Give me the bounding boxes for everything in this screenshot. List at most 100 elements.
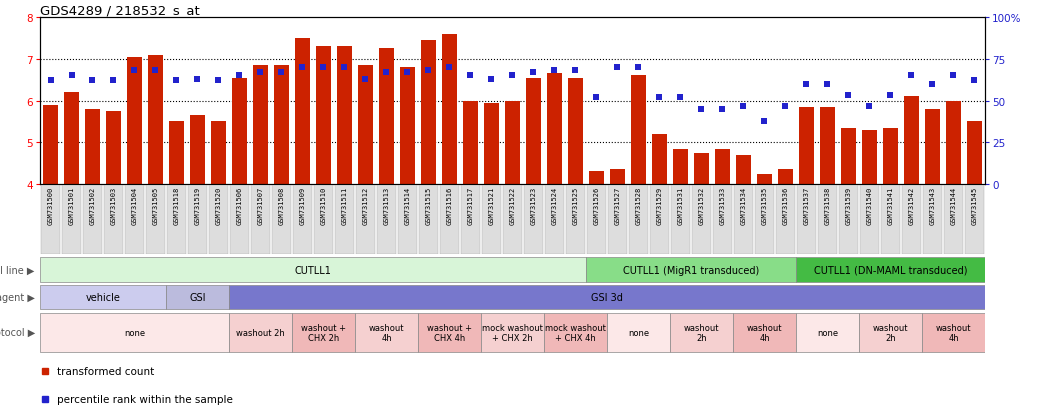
FancyBboxPatch shape: [566, 185, 585, 254]
Text: GSM731541: GSM731541: [888, 187, 893, 225]
Text: mock washout
+ CHX 2h: mock washout + CHX 2h: [482, 323, 543, 342]
Bar: [85, 109, 99, 185]
Bar: [379, 49, 394, 185]
FancyBboxPatch shape: [965, 185, 984, 254]
Text: none: none: [124, 328, 146, 337]
Text: GSM731515: GSM731515: [425, 187, 431, 225]
Point: [315, 64, 332, 71]
Point: [63, 73, 80, 80]
FancyBboxPatch shape: [335, 185, 354, 254]
FancyBboxPatch shape: [229, 313, 292, 352]
FancyBboxPatch shape: [860, 185, 878, 254]
Bar: [652, 135, 667, 185]
FancyBboxPatch shape: [209, 185, 228, 254]
Point: [883, 93, 899, 100]
FancyBboxPatch shape: [41, 185, 60, 254]
Text: CUTLL1: CUTLL1: [294, 265, 332, 275]
Text: GSM731517: GSM731517: [468, 187, 473, 225]
FancyBboxPatch shape: [356, 185, 375, 254]
FancyBboxPatch shape: [461, 185, 480, 254]
Bar: [736, 155, 751, 185]
Bar: [191, 116, 205, 185]
Point: [42, 78, 59, 85]
Bar: [295, 39, 310, 185]
Point: [840, 93, 856, 100]
FancyBboxPatch shape: [734, 185, 753, 254]
Bar: [673, 149, 688, 185]
Text: GSM731543: GSM731543: [930, 187, 936, 225]
Text: none: none: [817, 328, 838, 337]
FancyBboxPatch shape: [482, 185, 500, 254]
FancyBboxPatch shape: [125, 185, 143, 254]
FancyBboxPatch shape: [650, 185, 669, 254]
Text: GSM731506: GSM731506: [237, 187, 243, 225]
FancyBboxPatch shape: [607, 313, 670, 352]
Point: [190, 76, 206, 83]
Text: GSM731528: GSM731528: [636, 187, 642, 225]
FancyBboxPatch shape: [587, 185, 606, 254]
Text: transformed count: transformed count: [57, 366, 154, 376]
Text: GSM731521: GSM731521: [489, 187, 494, 225]
Point: [693, 106, 710, 113]
Bar: [211, 122, 226, 185]
Text: GSM731544: GSM731544: [951, 187, 957, 225]
Bar: [715, 149, 730, 185]
FancyBboxPatch shape: [166, 285, 229, 309]
FancyBboxPatch shape: [923, 185, 942, 254]
Text: GSM731527: GSM731527: [615, 187, 621, 225]
Text: washout
4h: washout 4h: [936, 323, 972, 342]
FancyBboxPatch shape: [545, 185, 564, 254]
Text: GSM731536: GSM731536: [782, 187, 788, 225]
FancyBboxPatch shape: [796, 313, 859, 352]
Bar: [967, 122, 982, 185]
FancyBboxPatch shape: [377, 185, 396, 254]
Point: [294, 64, 311, 71]
Point: [84, 78, 101, 85]
Text: GSI: GSI: [190, 292, 206, 302]
Point: [966, 78, 983, 85]
Text: GSM731513: GSM731513: [383, 187, 389, 225]
FancyBboxPatch shape: [692, 185, 711, 254]
Point: [777, 103, 794, 109]
Bar: [64, 93, 79, 185]
Text: GSM731516: GSM731516: [446, 187, 452, 225]
FancyBboxPatch shape: [440, 185, 459, 254]
Point: [904, 73, 920, 80]
Bar: [358, 66, 373, 185]
Text: GSM731533: GSM731533: [719, 187, 726, 225]
Text: GSM731503: GSM731503: [111, 187, 116, 225]
FancyBboxPatch shape: [818, 185, 837, 254]
Text: GSM731500: GSM731500: [47, 187, 53, 225]
Point: [567, 68, 584, 75]
Bar: [43, 105, 58, 185]
FancyBboxPatch shape: [104, 185, 122, 254]
Bar: [799, 107, 814, 185]
Point: [756, 118, 773, 125]
Bar: [905, 97, 919, 185]
Text: GSM731510: GSM731510: [320, 187, 327, 225]
Point: [252, 70, 269, 76]
Point: [273, 70, 290, 76]
FancyBboxPatch shape: [314, 185, 333, 254]
FancyBboxPatch shape: [230, 185, 249, 254]
Bar: [631, 76, 646, 185]
FancyBboxPatch shape: [229, 285, 985, 309]
Text: mock washout
+ CHX 4h: mock washout + CHX 4h: [545, 323, 606, 342]
Text: GSM731526: GSM731526: [594, 187, 600, 225]
Text: GSM731538: GSM731538: [824, 187, 830, 225]
Bar: [694, 153, 709, 185]
FancyBboxPatch shape: [419, 185, 438, 254]
Bar: [148, 55, 163, 185]
FancyBboxPatch shape: [608, 185, 627, 254]
Point: [357, 76, 374, 83]
Text: GSM731529: GSM731529: [656, 187, 663, 225]
Text: GSM731502: GSM731502: [89, 187, 95, 225]
Text: CUTLL1 (DN-MAML transduced): CUTLL1 (DN-MAML transduced): [814, 265, 967, 275]
Text: protocol ▶: protocol ▶: [0, 328, 35, 338]
FancyBboxPatch shape: [272, 185, 291, 254]
Point: [925, 81, 941, 88]
FancyBboxPatch shape: [146, 185, 165, 254]
FancyBboxPatch shape: [293, 185, 312, 254]
FancyBboxPatch shape: [796, 257, 985, 282]
Point: [526, 70, 542, 76]
